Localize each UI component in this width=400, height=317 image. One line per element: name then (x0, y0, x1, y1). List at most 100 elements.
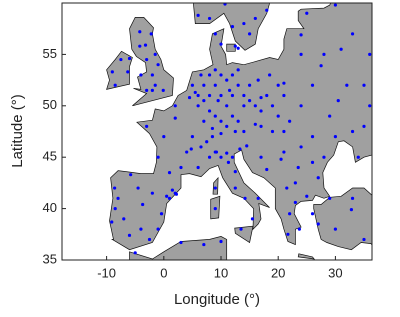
station-point (213, 83, 217, 87)
station-point (288, 119, 292, 123)
station-point (242, 129, 246, 134)
station-point (299, 33, 303, 37)
land (106, 3, 372, 260)
station-point (136, 186, 140, 190)
station-point (253, 104, 257, 108)
station-point (253, 16, 257, 21)
station-point (230, 73, 235, 77)
station-point (199, 73, 203, 77)
station-point (161, 88, 165, 92)
station-point (259, 109, 263, 113)
x-tick-label: 30 (328, 265, 342, 280)
station-point (250, 217, 255, 221)
station-point (350, 196, 355, 200)
station-point (225, 104, 229, 108)
station-point (230, 93, 235, 98)
station-point (165, 194, 169, 198)
station-point (256, 196, 260, 200)
station-point (248, 99, 252, 103)
station-point (205, 140, 209, 144)
station-point (297, 227, 301, 231)
station-point (238, 147, 242, 151)
plot-frame (61, 2, 373, 261)
station-point (243, 196, 247, 200)
station-point (233, 129, 237, 134)
station-point (286, 232, 290, 236)
station-point (310, 83, 315, 87)
points (110, 3, 372, 255)
station-point (242, 93, 246, 98)
station-point (236, 46, 240, 50)
station-point (167, 196, 172, 200)
x-tick-label: -10 (97, 265, 116, 280)
station-point (305, 11, 309, 15)
station-point (162, 135, 166, 139)
x-axis-label: Longitude (°) (174, 291, 260, 308)
station-point (350, 32, 355, 36)
station-point (270, 104, 275, 108)
station-point (219, 42, 223, 46)
station-point (156, 227, 160, 231)
station-point (153, 52, 157, 57)
station-point (196, 13, 200, 17)
station-point (145, 57, 149, 62)
land-shape (109, 3, 372, 251)
station-point (213, 68, 217, 72)
station-point (256, 78, 260, 82)
station-point (233, 169, 237, 174)
station-point (336, 99, 340, 103)
station-point (147, 237, 152, 242)
station-point (236, 68, 240, 72)
station-point (322, 52, 326, 57)
y-tick-label: 55 (43, 46, 57, 61)
station-point (362, 83, 366, 87)
station-point (236, 119, 240, 123)
station-point (316, 176, 320, 180)
station-point (143, 43, 148, 47)
station-point (339, 47, 343, 51)
station-point (248, 83, 252, 87)
station-point (299, 52, 303, 57)
station-point (127, 56, 132, 61)
station-point (368, 52, 372, 57)
station-point (113, 207, 117, 211)
station-point (127, 233, 132, 237)
station-point (296, 165, 300, 170)
station-point (145, 124, 149, 128)
station-point (185, 150, 189, 154)
station-point (213, 186, 217, 190)
x-tick-label: 20 (271, 265, 285, 280)
station-point (233, 186, 237, 190)
y-tick-label: 40 (43, 200, 57, 215)
station-point (119, 57, 123, 62)
station-point (293, 181, 297, 185)
station-point (202, 99, 206, 103)
station-point (126, 70, 130, 74)
station-point (242, 104, 246, 108)
station-point (110, 220, 114, 224)
station-point (282, 81, 286, 85)
station-point (190, 135, 195, 139)
station-point (213, 32, 217, 36)
station-point (319, 64, 323, 68)
station-point (213, 114, 217, 118)
land-shape (226, 43, 236, 52)
station-point (265, 167, 269, 172)
station-point (202, 242, 206, 247)
land-shape (106, 50, 133, 90)
station-point (233, 44, 237, 48)
y-axis-label: Latitude (°) (9, 94, 26, 168)
station-point (248, 32, 252, 36)
station-point (245, 144, 249, 148)
station-point (207, 109, 212, 113)
station-point (282, 150, 286, 154)
station-point (282, 129, 286, 134)
station-point (236, 83, 240, 87)
y-tick-label: 45 (43, 149, 57, 164)
station-point (173, 116, 177, 120)
station-point (219, 131, 223, 136)
station-point (310, 160, 315, 164)
station-point (210, 135, 215, 139)
station-point (150, 73, 154, 77)
land-shape (129, 17, 174, 107)
